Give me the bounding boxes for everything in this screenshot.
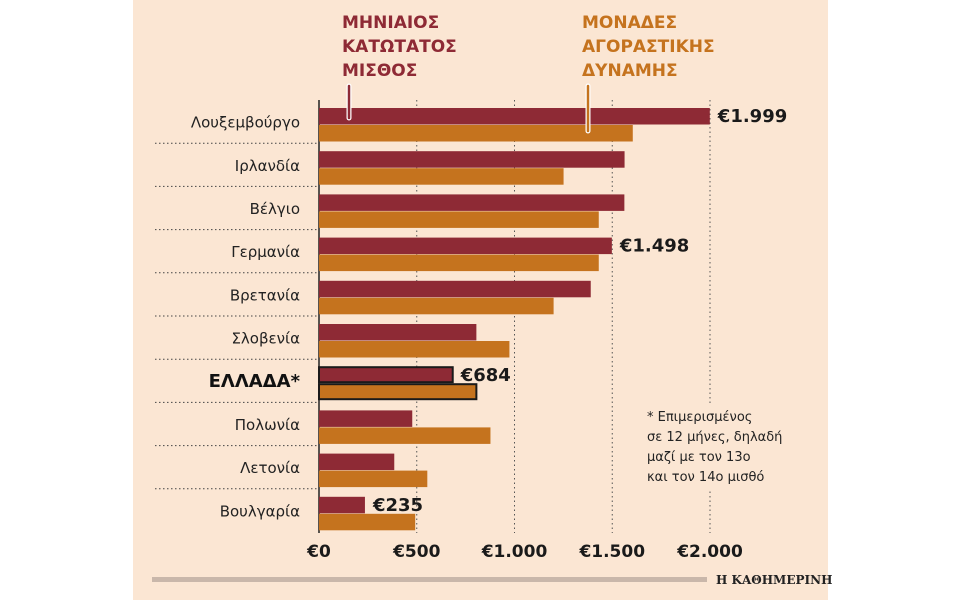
bar	[319, 513, 416, 531]
footnote-line: * Επιμερισμένος	[647, 410, 752, 425]
bar	[319, 496, 365, 514]
data-label: €1.999	[717, 106, 787, 127]
x-tick-label: €0	[306, 542, 331, 562]
bar	[319, 151, 625, 168]
bar	[319, 341, 510, 358]
source-logo: Η ΚΑΘΗΜΕΡΙΝΗ	[716, 573, 832, 587]
bar	[318, 366, 454, 384]
bar	[319, 470, 428, 488]
category-label: Γερμανία	[231, 243, 300, 261]
bar	[319, 280, 591, 298]
bar	[319, 108, 710, 125]
category-label: ΕΛΛΑΔΑ*	[209, 371, 301, 392]
x-tick-label: €1.000	[481, 542, 548, 562]
bar	[319, 297, 554, 315]
data-label: €684	[460, 365, 511, 386]
source-bar	[152, 577, 707, 582]
x-tick-label: €1.500	[578, 542, 645, 562]
category-label: Λετονία	[240, 459, 300, 477]
footnote-line: σε 12 μήνες, δηλαδή	[647, 430, 782, 445]
category-label: Λουξεμβούργο	[191, 114, 300, 132]
footnote-line: και τον 14ο μισθό	[647, 470, 764, 485]
legend-label: ΜΗΝΙΑΙΟΣ	[342, 13, 439, 33]
bar	[319, 237, 612, 255]
footnote-background	[640, 405, 800, 490]
data-label: €1.498	[619, 236, 689, 257]
legend-label: ΚΑΤΩΤΑΤΟΣ	[342, 37, 457, 57]
bar	[319, 194, 625, 211]
category-label: Σλοβενία	[231, 330, 300, 348]
bar	[319, 168, 564, 185]
bar	[319, 427, 491, 444]
category-label: Βέλγιο	[250, 200, 300, 218]
x-tick-label: €2.000	[676, 542, 743, 562]
category-label: Βουλγαρία	[220, 502, 300, 520]
legend-label: ΔΥΝΑΜΗΣ	[582, 61, 678, 81]
bar	[319, 324, 477, 341]
legend-label: ΑΓΟΡΑΣΤΙΚΗΣ	[582, 37, 715, 57]
legend-label: ΜΟΝΑΔΕΣ	[582, 13, 677, 33]
category-label: Πολωνία	[235, 416, 300, 434]
footnote-line: μαζί με τον 13ο	[647, 450, 751, 465]
data-label: €235	[372, 495, 423, 516]
category-label: Βρετανία	[230, 286, 300, 304]
legend-label: ΜΙΣΘΟΣ	[342, 61, 417, 81]
bar	[319, 125, 633, 142]
bar	[318, 383, 478, 401]
bar	[319, 211, 599, 228]
category-label: Ιρλανδία	[235, 157, 300, 175]
bar	[319, 254, 599, 272]
bar	[319, 410, 413, 427]
bar	[319, 453, 395, 471]
x-tick-label: €500	[392, 542, 440, 562]
